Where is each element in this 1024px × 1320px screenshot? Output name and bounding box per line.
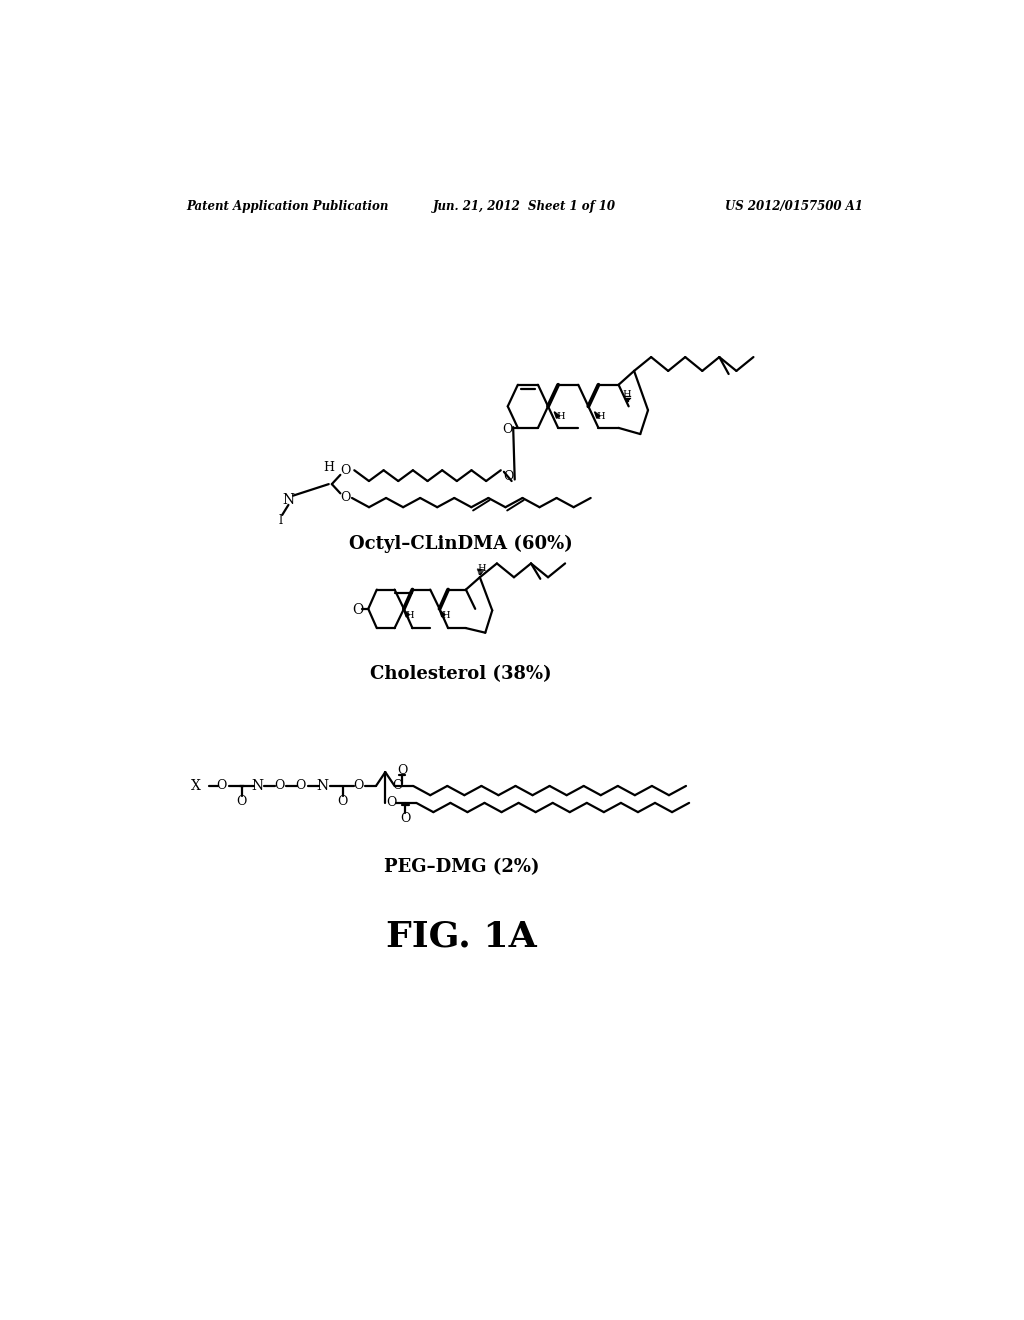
Text: O: O: [397, 764, 408, 777]
Text: O: O: [341, 463, 351, 477]
Text: O: O: [338, 795, 348, 808]
Text: FIG. 1A: FIG. 1A: [386, 919, 537, 953]
Text: O: O: [341, 491, 351, 504]
Text: N: N: [283, 492, 295, 507]
Text: H: H: [441, 611, 451, 619]
Text: O: O: [386, 796, 396, 809]
Text: Jun. 21, 2012  Sheet 1 of 10: Jun. 21, 2012 Sheet 1 of 10: [433, 199, 616, 213]
Text: N: N: [316, 779, 329, 793]
Text: O: O: [352, 603, 364, 618]
Text: O: O: [217, 779, 227, 792]
Polygon shape: [554, 412, 560, 418]
Text: O: O: [392, 779, 402, 792]
Text: H: H: [324, 461, 334, 474]
Polygon shape: [595, 412, 600, 418]
Text: Cholesterol (38%): Cholesterol (38%): [371, 665, 552, 684]
Text: l: l: [279, 513, 283, 527]
Text: PEG–DMG (2%): PEG–DMG (2%): [384, 858, 539, 875]
Text: US 2012/0157500 A1: US 2012/0157500 A1: [725, 199, 862, 213]
Text: Patent Application Publication: Patent Application Publication: [186, 199, 388, 213]
Text: O: O: [502, 422, 512, 436]
Text: H: H: [477, 564, 485, 573]
Text: O: O: [353, 779, 364, 792]
Text: X: X: [191, 779, 201, 793]
Text: O: O: [400, 812, 411, 825]
Text: O: O: [274, 779, 285, 792]
Text: N: N: [251, 779, 263, 793]
Text: O: O: [237, 795, 247, 808]
Text: Octyl–CLinDMA (60%): Octyl–CLinDMA (60%): [349, 535, 573, 553]
Polygon shape: [439, 610, 445, 616]
Text: H: H: [406, 611, 415, 619]
Polygon shape: [403, 610, 410, 616]
Text: O: O: [504, 470, 514, 483]
Text: H: H: [556, 412, 565, 421]
Text: H: H: [596, 412, 605, 421]
Text: O: O: [296, 779, 306, 792]
Text: H: H: [623, 391, 632, 399]
